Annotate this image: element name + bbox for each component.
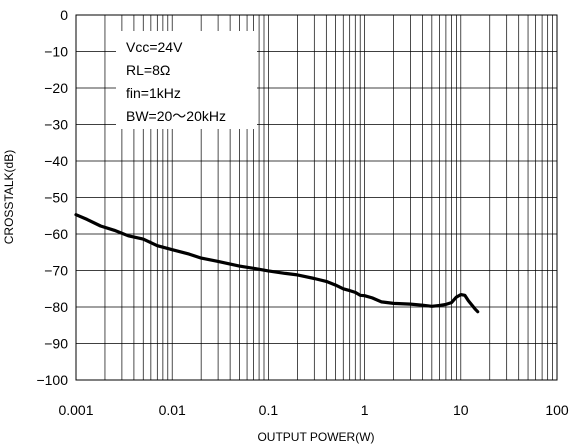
condition-vcc: Vcc=24V (126, 39, 183, 55)
test-conditions-box: Vcc=24V RL=8Ω fin=1kHz BW=20～20kHz (116, 31, 257, 129)
y-tick-label: −100 (36, 372, 68, 388)
y-tick-label: −40 (44, 153, 68, 169)
y-tick-label: −70 (44, 263, 68, 279)
y-tick-label: −20 (44, 80, 68, 96)
y-tick-label: −10 (44, 44, 68, 60)
y-tick-label: −60 (44, 226, 68, 242)
conditions-background (116, 31, 257, 129)
y-tick-label: −50 (44, 190, 68, 206)
condition-bw: BW=20～20kHz (126, 108, 226, 124)
x-axis-title: OUTPUT POWER(W) (257, 430, 374, 444)
condition-rl: RL=8Ω (126, 62, 170, 78)
x-tick-label: 100 (545, 402, 569, 418)
y-axis-title: CROSSTALK(dB) (2, 150, 16, 244)
x-tick-label: 0.1 (259, 402, 279, 418)
y-tick-label: −30 (44, 117, 68, 133)
x-tick-label: 0.001 (58, 402, 93, 418)
x-tick-labels: 0.001 0.01 0.1 1 10 100 (58, 402, 568, 418)
series-layer (74, 213, 480, 314)
crosstalk-series-line (74, 213, 480, 314)
x-tick-label: 1 (361, 402, 369, 418)
x-tick-label: 10 (453, 402, 469, 418)
y-tick-label: 0 (60, 7, 68, 23)
y-tick-labels: 0 −10 −20 −30 −40 −50 −60 −70 −80 −90 −100 (36, 7, 68, 388)
y-tick-label: −80 (44, 299, 68, 315)
y-tick-label: −90 (44, 336, 68, 352)
condition-fin: fin=1kHz (126, 85, 181, 101)
plot-frame (75, 14, 558, 381)
x-tick-label: 0.01 (159, 402, 186, 418)
